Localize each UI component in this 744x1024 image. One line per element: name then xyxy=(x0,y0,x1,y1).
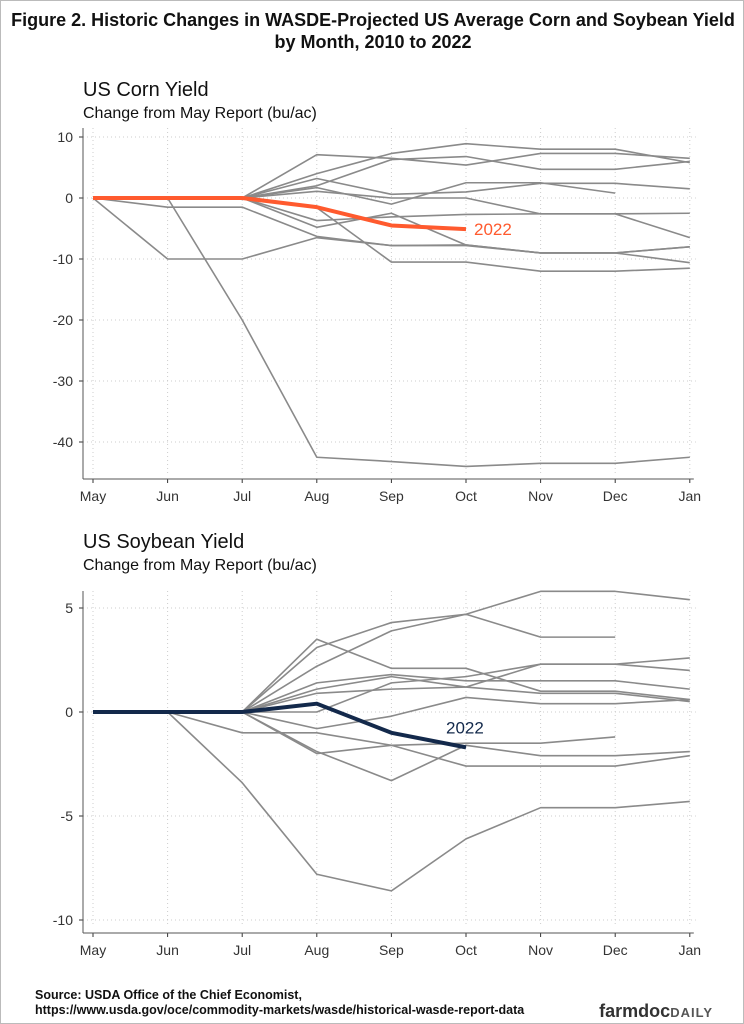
x-tick-label: Dec xyxy=(603,488,628,504)
x-tick-label: Sep xyxy=(379,488,404,504)
x-tick-label: Jun xyxy=(156,942,179,958)
source-note: Source: USDA Office of the Chief Economi… xyxy=(35,988,524,1018)
series-line-history xyxy=(93,197,690,222)
x-tick-label: Jul xyxy=(233,942,251,958)
series-line-history xyxy=(93,675,690,713)
x-tick-label: Nov xyxy=(528,942,553,958)
series-line-2022 xyxy=(93,701,467,750)
series-line-2022 xyxy=(93,196,467,232)
series-line-history xyxy=(93,711,690,782)
y-tick-label: 0 xyxy=(65,704,73,720)
y-tick-label: -40 xyxy=(53,434,73,450)
y-tick-label: 0 xyxy=(65,190,73,206)
x-tick-label: Aug xyxy=(304,488,329,504)
x-tick-label: Aug xyxy=(304,942,329,958)
series-label-2022: 2022 xyxy=(446,718,484,737)
soy-chart-title: US Soybean Yield xyxy=(83,531,245,553)
corn-chart: 10 0 -10 -20 -30 -40 May Jun Jul Aug Sep Oct Nov Dec J… xyxy=(53,128,702,504)
series-line-history xyxy=(93,142,690,199)
soy-chart-subtitle: Change from May Report (bu/ac) xyxy=(83,557,317,574)
y-tick-label: 5 xyxy=(65,600,73,616)
x-tick-label: Jan xyxy=(679,488,702,504)
y-tick-label: 10 xyxy=(57,129,73,145)
x-tick-label: Oct xyxy=(455,942,477,958)
corn-chart-subtitle: Change from May Report (bu/ac) xyxy=(83,105,317,122)
x-tick-label: May xyxy=(80,942,106,958)
source-line-2: https://www.usda.gov/oce/commodity-marke… xyxy=(35,1003,525,1017)
x-tick-label: Jul xyxy=(233,488,251,504)
series-line-history xyxy=(92,197,690,260)
series-line-history xyxy=(93,711,690,892)
x-tick-label: Jun xyxy=(156,488,179,504)
x-tick-label: Sep xyxy=(379,942,404,958)
source-line-1: Source: USDA Office of the Chief Economi… xyxy=(35,988,302,1002)
x-tick-label: Oct xyxy=(455,488,477,504)
y-tick-label: -20 xyxy=(53,312,73,328)
y-tick-label: -10 xyxy=(53,912,73,928)
x-tick-label: Dec xyxy=(603,942,628,958)
corn-chart-title: US Corn Yield xyxy=(83,79,209,101)
y-tick-label: -5 xyxy=(61,808,74,824)
farmdoc-logo: farmdocDAILY xyxy=(599,1001,713,1021)
x-tick-label: Nov xyxy=(528,488,553,504)
x-tick-label: May xyxy=(80,488,106,504)
series-line-history xyxy=(93,197,690,468)
y-tick-label: -10 xyxy=(53,251,73,267)
soy-chart: 5 0 -5 -10 May Jun Jul Aug Sep Oct Nov Dec Jan 2022 xyxy=(53,590,702,958)
series-label-2022: 2022 xyxy=(474,220,512,239)
figure-title: Figure 2. Historic Changes in WASDE-Proj… xyxy=(11,10,735,52)
x-tick-label: Jan xyxy=(679,942,702,958)
y-tick-label: -30 xyxy=(53,373,73,389)
